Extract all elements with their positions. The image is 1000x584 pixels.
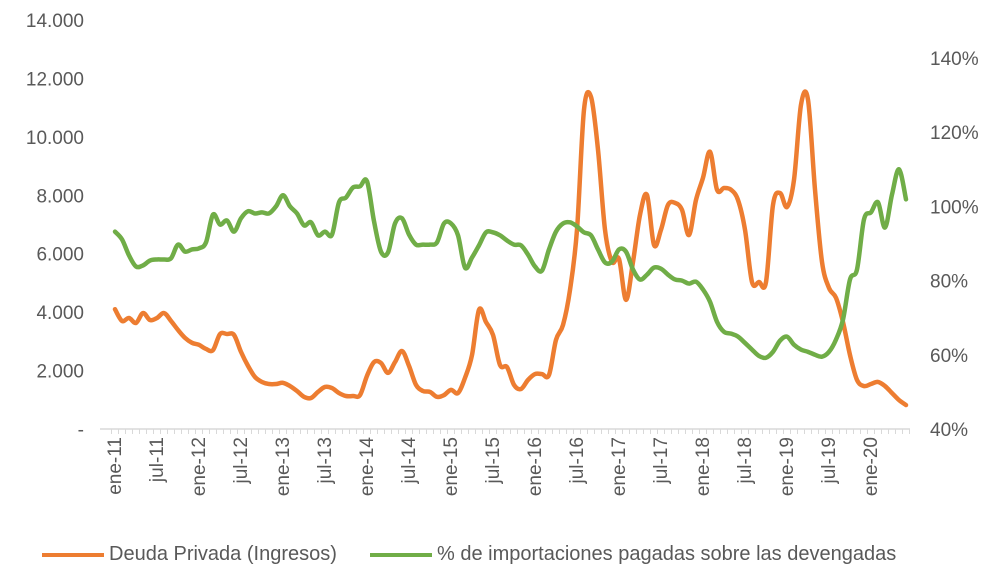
y-left-tick-label: 12.000 [26,69,84,90]
legend-swatch-orange [42,552,104,557]
legend-item-deuda-privada: Deuda Privada (Ingresos) [42,543,337,566]
x-tick-label: ene-20 [861,437,882,496]
legend: Deuda Privada (Ingresos) % de importacio… [0,543,1000,573]
x-tick-label: ene-13 [273,437,294,496]
x-tick-label: jul-19 [819,437,840,484]
y-left-tick-label: 6.000 [36,245,84,266]
x-tick-label: jul-18 [735,437,756,484]
series-lines [112,89,909,408]
x-tick-label: ene-14 [357,437,378,497]
x-tick-label: ene-19 [777,437,798,496]
y-left-tick-label: 10.000 [26,128,84,149]
x-tick-label: jul-11 [147,437,168,483]
x-tick-label: ene-15 [441,437,462,496]
x-tick-label: jul-16 [567,437,588,484]
legend-label: % de importaciones pagadas sobre las dev… [437,543,897,565]
x-tick-label: jul-14 [399,437,420,485]
y-right-tick-label: 100% [930,197,979,218]
x-tick-label: ene-12 [189,437,210,496]
left-axis: - 2.000 4.000 6.000 8.000 10.000 12.000 14.000 [26,11,84,441]
y-left-tick-label: - [78,420,84,441]
legend-item-importaciones: % de importaciones pagadas sobre las dev… [370,543,896,566]
y-right-tick-label: 80% [930,272,968,293]
x-tick-label: jul-17 [651,437,672,484]
x-tick-label: ene-17 [609,437,630,496]
y-left-tick-label: 2.000 [36,362,84,383]
legend-label: Deuda Privada (Ingresos) [109,543,337,565]
y-right-tick-label: 140% [930,49,979,70]
x-tick-label: ene-18 [693,437,714,496]
legend-swatch-green [370,552,432,557]
x-tick-label: jul-12 [231,437,252,484]
x-tick-label: ene-11 [105,437,126,495]
x-axis: ene-11 jul-11 ene-12 jul-12 ene-13 jul-13 ene-… [105,429,910,496]
y-right-tick-label: 60% [930,346,968,367]
y-right-tick-label: 120% [930,123,979,144]
x-tick-label: jul-13 [315,437,336,484]
x-tick-label: jul-15 [483,437,504,484]
y-left-tick-label: 8.000 [36,186,84,207]
x-tick-label: ene-16 [525,437,546,496]
series-line-importaciones [112,167,909,361]
y-left-tick-label: 4.000 [36,303,84,324]
series-line-deuda-privada [112,89,909,408]
right-axis: 40% 60% 80% 100% 120% 140% [930,49,979,441]
y-right-tick-label: 40% [930,420,968,441]
y-left-tick-label: 14.000 [26,11,84,32]
